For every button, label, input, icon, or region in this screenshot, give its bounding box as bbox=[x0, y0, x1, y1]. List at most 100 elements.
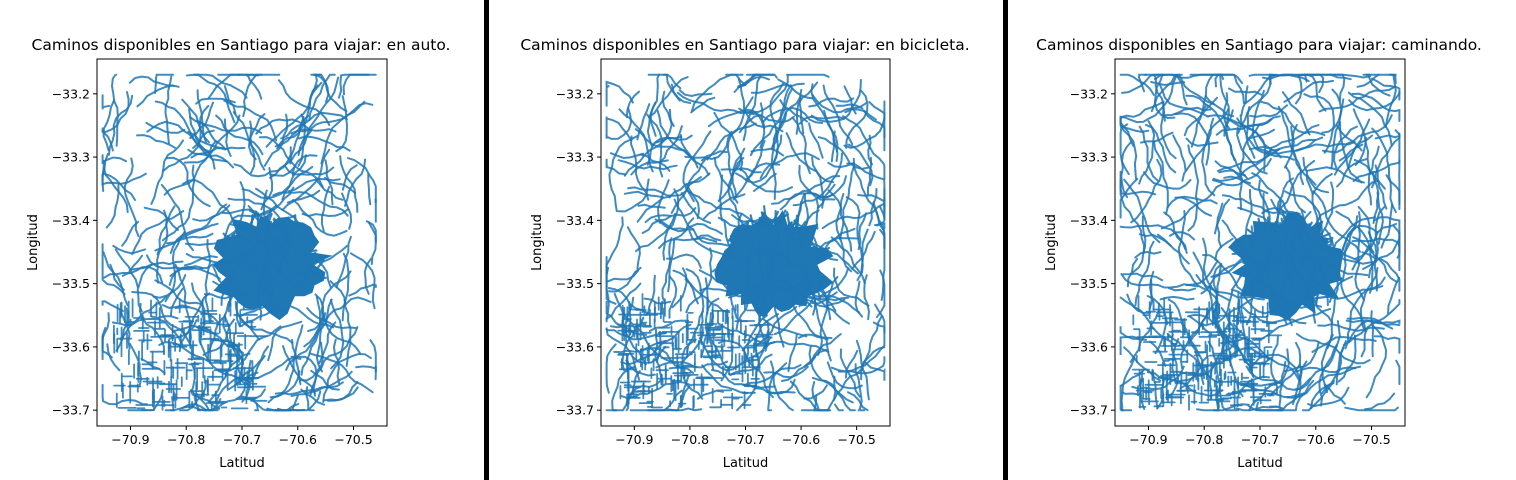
road-path bbox=[276, 84, 319, 150]
road-path bbox=[787, 73, 830, 78]
road-path bbox=[297, 135, 351, 152]
road-path bbox=[274, 370, 353, 396]
road-path bbox=[1317, 254, 1369, 277]
road-path bbox=[656, 179, 670, 224]
road-path bbox=[335, 235, 352, 288]
road-path bbox=[248, 186, 295, 216]
road-path bbox=[242, 73, 281, 118]
road-path bbox=[629, 135, 650, 201]
road-path bbox=[1371, 170, 1380, 224]
y-axis-label: Longitud bbox=[26, 214, 41, 271]
road-path bbox=[290, 355, 318, 396]
road-path bbox=[857, 194, 886, 209]
road-path bbox=[706, 122, 757, 161]
road-path bbox=[777, 78, 815, 100]
road-path bbox=[1384, 73, 1397, 128]
road-path bbox=[658, 125, 683, 164]
road-path bbox=[1279, 253, 1327, 288]
road-path bbox=[720, 345, 734, 382]
road-path bbox=[792, 152, 843, 207]
road-path bbox=[323, 381, 359, 402]
road-path bbox=[789, 380, 819, 412]
road-path bbox=[196, 89, 207, 144]
road-path bbox=[105, 184, 120, 229]
road-path bbox=[641, 207, 697, 234]
road-path bbox=[605, 328, 667, 341]
y-tick-label: −33.6 bbox=[556, 339, 594, 354]
road-path bbox=[348, 283, 377, 297]
road-path bbox=[114, 248, 139, 288]
road-path bbox=[1206, 114, 1273, 128]
road-path bbox=[154, 73, 174, 94]
road-path bbox=[867, 134, 873, 166]
road-path bbox=[1138, 125, 1160, 182]
road-path bbox=[119, 295, 168, 341]
road-path bbox=[745, 314, 768, 361]
road-path bbox=[803, 384, 828, 400]
road-path bbox=[713, 156, 739, 204]
road-path bbox=[1177, 210, 1206, 291]
road-path bbox=[617, 159, 678, 171]
road-path bbox=[617, 178, 650, 213]
road-path bbox=[752, 215, 787, 227]
road-path bbox=[1236, 126, 1268, 175]
road-path bbox=[264, 225, 305, 289]
road-path bbox=[1394, 129, 1401, 206]
road-path bbox=[627, 176, 702, 197]
road-path bbox=[1387, 276, 1401, 315]
road-path bbox=[1214, 198, 1231, 235]
road-path bbox=[300, 295, 322, 376]
road-path bbox=[166, 232, 214, 245]
road-path bbox=[605, 85, 610, 107]
road-path bbox=[1309, 380, 1335, 410]
road-path bbox=[1216, 403, 1250, 412]
y-axis-label: Longitud bbox=[530, 214, 545, 271]
road-path bbox=[817, 275, 839, 356]
road-path bbox=[808, 122, 824, 159]
road-path bbox=[1305, 166, 1365, 184]
road-path bbox=[1167, 287, 1196, 292]
road-path bbox=[862, 109, 886, 152]
road-path bbox=[1119, 123, 1130, 176]
road-path bbox=[1121, 73, 1164, 94]
chart-title: Caminos disponibles en Santiago para via… bbox=[32, 36, 451, 54]
road-path bbox=[875, 269, 886, 319]
road-path bbox=[750, 147, 785, 157]
road-path bbox=[287, 177, 341, 193]
road-path bbox=[605, 266, 610, 320]
road-path bbox=[718, 174, 724, 222]
road-path bbox=[131, 210, 185, 256]
road-path bbox=[199, 261, 234, 270]
road-path bbox=[701, 364, 749, 395]
road-path bbox=[810, 333, 842, 364]
road-path bbox=[207, 73, 241, 99]
road-path bbox=[297, 76, 340, 156]
road-path bbox=[101, 154, 127, 165]
road-path bbox=[843, 100, 886, 149]
road-path bbox=[1245, 279, 1255, 326]
road-path bbox=[785, 201, 803, 268]
road-path bbox=[285, 298, 333, 371]
road-path bbox=[343, 298, 352, 367]
road-path bbox=[676, 91, 755, 116]
road-path bbox=[803, 274, 822, 300]
road-path bbox=[605, 216, 624, 275]
road-path bbox=[644, 214, 672, 224]
road-path bbox=[1351, 244, 1370, 271]
road-path bbox=[738, 114, 762, 134]
road-path bbox=[289, 114, 310, 165]
road-path bbox=[770, 112, 788, 200]
road-path bbox=[1319, 179, 1380, 216]
road-path bbox=[163, 140, 217, 196]
road-path bbox=[872, 321, 886, 334]
road-path bbox=[121, 254, 144, 277]
road-path bbox=[355, 365, 377, 372]
road-path bbox=[855, 339, 870, 401]
road-path bbox=[344, 158, 367, 207]
road-path bbox=[128, 75, 175, 87]
x-axis-label: Latitud bbox=[219, 456, 265, 471]
road-path bbox=[145, 121, 186, 134]
road-path bbox=[690, 96, 716, 114]
road-path bbox=[725, 73, 747, 86]
